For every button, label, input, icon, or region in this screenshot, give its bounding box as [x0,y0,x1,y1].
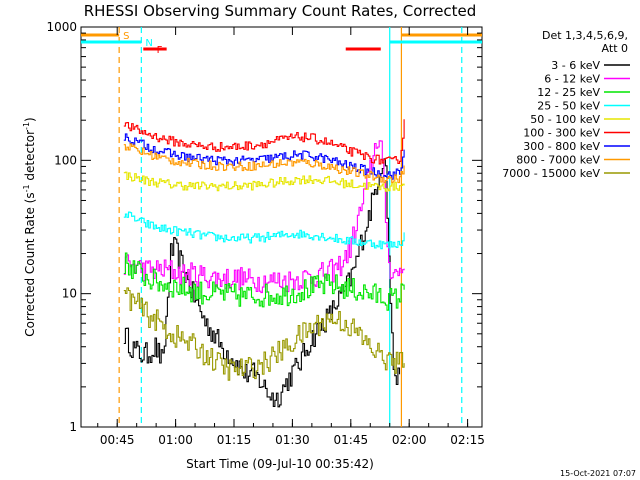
flag-s-label: S [123,31,129,42]
legend-label-3: 12 - 25 keV [537,86,600,99]
y-tick-label-1: 1 [69,420,77,434]
series-line-1 [123,158,401,408]
legend-header-attenuator: Att 0 [602,42,628,55]
plot-frame [80,26,483,428]
y-axis: 1 10 100 1000 [46,20,482,434]
y-axis-label: Corrected Count Rate (s-1 detector-1) [22,117,37,336]
instrument-flags: S NF [81,31,482,56]
x-tick-label-4: 01:30 [275,433,310,447]
flag-f-label: F [157,45,163,56]
legend-label-2: 6 - 12 keV [544,73,600,86]
x-axis-label: Start Time (09-Jul-10 00:35:42) [186,457,374,471]
legend-label-9: 7000 - 15000 keV [502,167,600,180]
timestamp: 15-Oct-2021 07:07 [560,469,636,478]
flag-n-label: N [145,38,152,49]
series-lines [123,119,405,408]
vertical-markers [118,27,463,427]
series-line-2 [123,140,405,294]
x-tick-label-6: 02:00 [392,433,427,447]
y-tick-label-3: 100 [54,153,77,167]
x-tick-label-3: 01:15 [217,433,252,447]
series-line-7 [123,133,405,180]
x-tick-label-7: 02:15 [450,433,485,447]
x-tick-label-2: 01:00 [158,433,193,447]
series-line-4 [123,211,405,250]
series-line-9 [123,287,405,381]
y-tick-label-4: 1000 [46,20,77,34]
series-line-5 [123,171,405,192]
legend-header-detectors: Det 1,3,4,5,6,9, [542,29,628,42]
legend-label-4: 25 - 50 keV [537,100,600,113]
chart-title: RHESSI Observing Summary Count Rates, Co… [84,2,477,20]
series-line-6 [123,119,405,165]
legend-label-1: 3 - 6 keV [551,59,600,72]
x-tick-label-5: 01:45 [334,433,369,447]
legend-label-6: 100 - 300 keV [523,127,600,140]
legend-label-5: 50 - 100 keV [530,113,600,126]
x-axis: 00:45 01:00 01:15 01:30 01:45 02:00 02:15 [97,27,485,447]
series-line-8 [123,143,405,184]
series-line-3 [123,252,405,311]
legend-label-8: 800 - 7000 keV [516,154,600,167]
y-tick-label-2: 10 [62,287,77,301]
x-tick-label-1: 00:45 [100,433,135,447]
legend-label-7: 300 - 800 keV [523,140,600,153]
